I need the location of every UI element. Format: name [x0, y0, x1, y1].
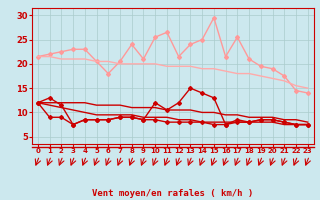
Text: Vent moyen/en rafales ( km/h ): Vent moyen/en rafales ( km/h ) [92, 189, 253, 198]
